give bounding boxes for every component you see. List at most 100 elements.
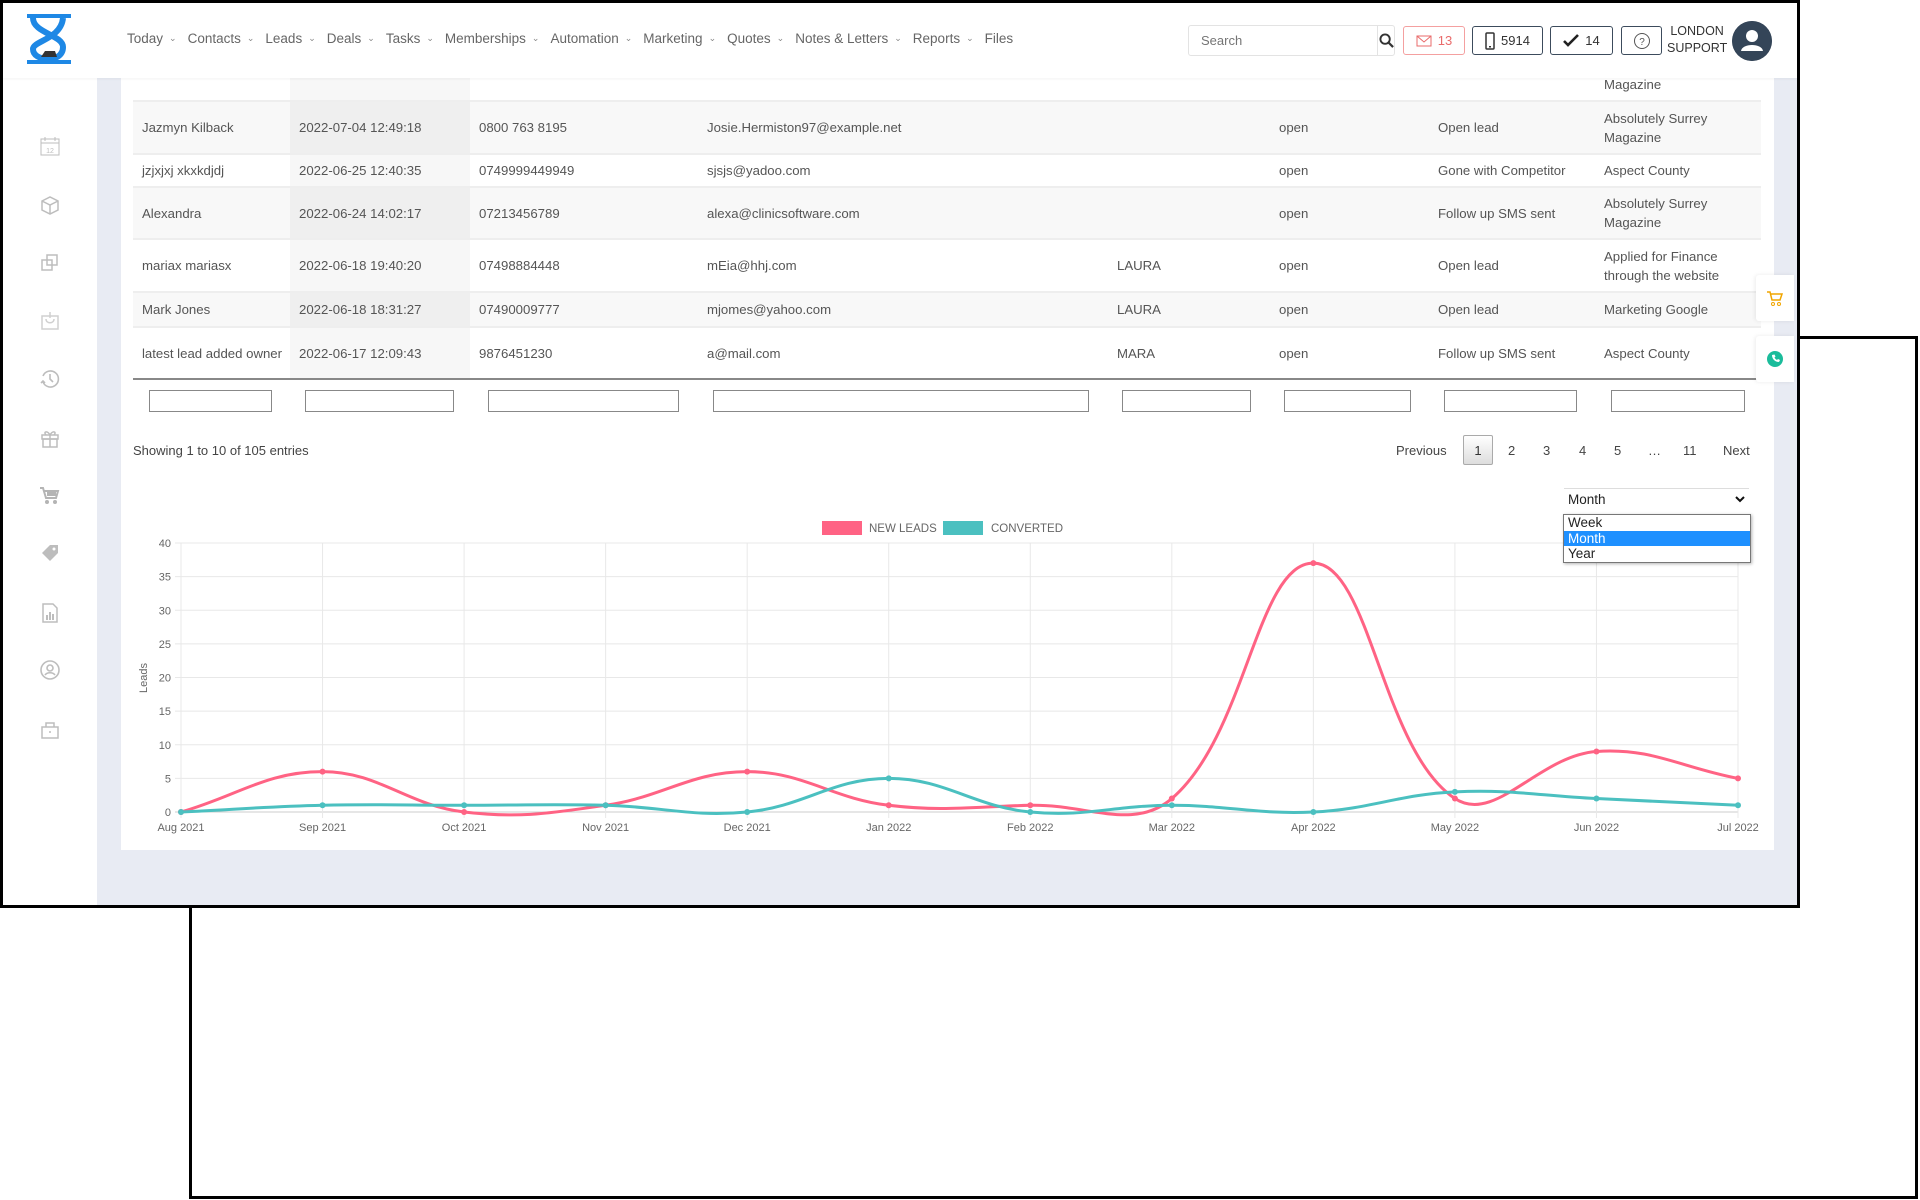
copy-icon[interactable]: [39, 252, 61, 274]
pagination-next[interactable]: Next: [1723, 443, 1750, 458]
cell-source: Absolutely Surrey Magazine: [1595, 100, 1761, 154]
box-icon[interactable]: [39, 194, 61, 216]
filter-name[interactable]: [149, 390, 272, 412]
page-button[interactable]: 4: [1579, 443, 1587, 458]
data-point[interactable]: [1027, 809, 1034, 815]
help-button[interactable]: ?: [1621, 26, 1662, 55]
period-option-month[interactable]: Month: [1564, 530, 1750, 546]
cell-phone: 0749999449949: [470, 153, 698, 187]
shop-button[interactable]: [1756, 275, 1794, 321]
page-button[interactable]: 2: [1508, 443, 1516, 458]
nav-today[interactable]: Today ⌄: [127, 31, 177, 46]
filter-phone[interactable]: [488, 390, 679, 412]
lock-icon[interactable]: [39, 718, 61, 740]
table-row[interactable]: latest lead added owner 2022-06-17 12:09:…: [133, 326, 1761, 380]
nav-label: Memberships: [444, 31, 526, 46]
page-button-current[interactable]: 1: [1463, 435, 1493, 465]
data-point[interactable]: [602, 802, 609, 809]
chevron-down-icon: ⌄: [894, 33, 902, 43]
nav-reports[interactable]: Reports ⌄: [913, 31, 974, 46]
data-point[interactable]: [744, 768, 751, 775]
legend-label[interactable]: CONVERTED: [991, 523, 1063, 535]
user-name[interactable]: LONDON SUPPORT: [1667, 23, 1727, 57]
cell-status: open: [1270, 186, 1429, 239]
data-point[interactable]: [178, 809, 184, 815]
history-icon[interactable]: [39, 368, 61, 390]
nav-memberships[interactable]: Memberships ⌄: [445, 31, 540, 46]
chevron-down-icon: ⌄: [246, 33, 255, 43]
table-row[interactable]: Mark Jones 2022-06-18 18:31:27 07490009777…: [133, 291, 1761, 327]
data-point[interactable]: [1735, 775, 1741, 782]
page-button[interactable]: 11: [1683, 443, 1697, 458]
gift-icon[interactable]: [39, 427, 61, 449]
filter-source[interactable]: [1611, 390, 1745, 412]
page-button[interactable]: 5: [1614, 443, 1622, 458]
basket-icon[interactable]: [39, 310, 61, 332]
nav-leads[interactable]: Leads ⌄: [265, 31, 315, 46]
table-row[interactable]: mariax mariasx 2022-06-18 19:40:20 0749888…: [133, 238, 1761, 292]
nav-automation[interactable]: Automation ⌄: [550, 31, 632, 46]
pagination-previous[interactable]: Previous: [1396, 443, 1447, 458]
data-point[interactable]: [1168, 795, 1175, 802]
data-point[interactable]: [1735, 802, 1741, 809]
data-point[interactable]: [1451, 795, 1458, 802]
data-point[interactable]: [461, 802, 468, 809]
tag-icon[interactable]: [39, 543, 61, 565]
data-point[interactable]: [885, 775, 892, 782]
cell-stage: Follow up SMS sent: [1429, 326, 1595, 380]
cell-date: 2022-07-04 12:49:18: [290, 100, 470, 154]
filter-status[interactable]: [1284, 390, 1411, 412]
nav-label: Quotes: [727, 31, 771, 46]
messages-button[interactable]: 13: [1403, 26, 1465, 55]
data-point[interactable]: [1451, 788, 1458, 795]
data-point[interactable]: [1027, 802, 1034, 809]
filter-owner[interactable]: [1122, 390, 1251, 412]
legend-label[interactable]: NEW LEADS: [869, 523, 937, 535]
filter-stage[interactable]: [1444, 390, 1577, 412]
cart-icon[interactable]: [39, 484, 61, 506]
data-point[interactable]: [319, 768, 326, 775]
search-button[interactable]: [1377, 26, 1394, 55]
cell-name: Mark Jones: [133, 291, 290, 327]
filter-date[interactable]: [305, 390, 454, 412]
nav-notes-letters[interactable]: Notes & Letters ⌄: [795, 31, 902, 46]
nav-quotes[interactable]: Quotes ⌄: [727, 31, 784, 46]
search-input[interactable]: [1189, 26, 1377, 55]
data-point[interactable]: [319, 802, 326, 809]
chevron-down-icon: ⌄: [708, 33, 717, 43]
x-tick-label: Sep 2021: [299, 822, 346, 834]
logo: [27, 14, 71, 64]
nav-files[interactable]: Files: [985, 31, 1014, 46]
avatar[interactable]: [1732, 21, 1772, 61]
period-select[interactable]: Month: [1564, 488, 1749, 510]
table-row[interactable]: jzjxjxj xkxkdjdj 2022-06-25 12:40:35 07499…: [133, 153, 1761, 187]
period-option-week[interactable]: Week: [1568, 515, 1603, 530]
data-point[interactable]: [461, 809, 468, 815]
period-option-year[interactable]: Year: [1568, 546, 1596, 561]
sms-count: 5914: [1501, 33, 1530, 48]
nav-tasks[interactable]: Tasks ⌄: [386, 31, 434, 46]
calendar-icon[interactable]: 12: [39, 135, 61, 157]
tasks-button[interactable]: 14: [1550, 26, 1613, 55]
filter-email[interactable]: [713, 390, 1089, 412]
table-row[interactable]: Jazmyn Kilback 2022-07-04 12:49:18 0800 76…: [133, 100, 1761, 154]
data-point[interactable]: [744, 809, 751, 815]
report-icon[interactable]: [39, 602, 61, 624]
data-point[interactable]: [1310, 560, 1317, 567]
sms-button[interactable]: 5914: [1472, 26, 1543, 55]
chevron-down-icon: ⌄: [169, 33, 177, 43]
page-button[interactable]: 3: [1543, 443, 1551, 458]
x-tick-label: Jan 2022: [866, 822, 911, 834]
nav-deals[interactable]: Deals ⌄: [327, 31, 375, 46]
data-point[interactable]: [1310, 809, 1317, 815]
table-row[interactable]: Alexandra 2022-06-24 14:02:17 07213456789 a…: [133, 186, 1761, 239]
data-point[interactable]: [1593, 748, 1600, 755]
user-circle-icon[interactable]: [39, 659, 61, 681]
nav-contacts[interactable]: Contacts ⌄: [188, 31, 255, 46]
user-line1: LONDON: [1670, 24, 1724, 38]
nav-marketing[interactable]: Marketing ⌄: [643, 31, 716, 46]
data-point[interactable]: [1593, 795, 1600, 802]
data-point[interactable]: [885, 802, 892, 809]
whatsapp-button[interactable]: [1756, 336, 1794, 382]
data-point[interactable]: [1168, 802, 1175, 809]
